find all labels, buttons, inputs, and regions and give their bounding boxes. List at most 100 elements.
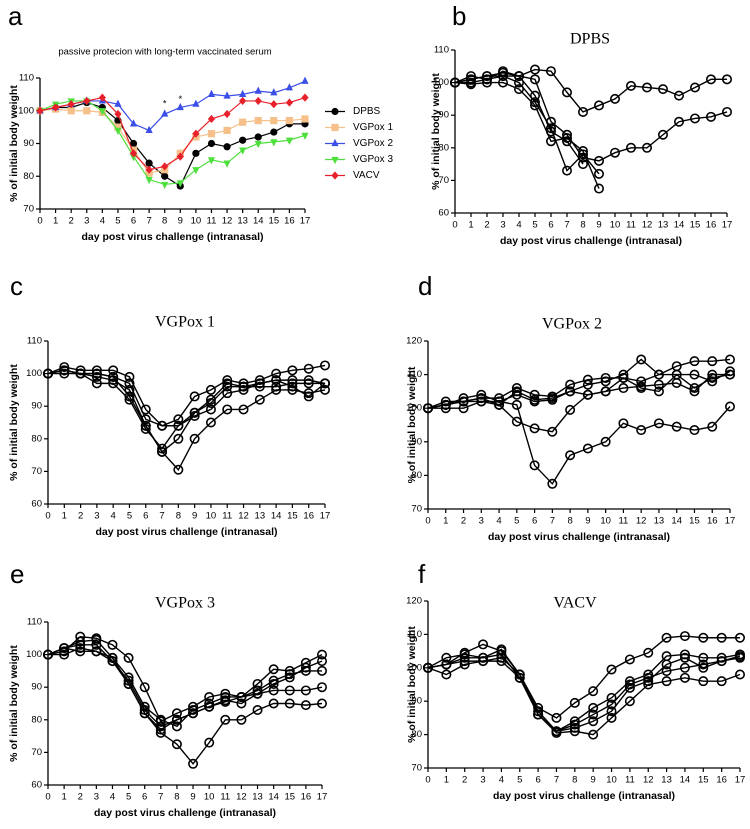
marker <box>223 91 231 99</box>
marker <box>624 696 635 707</box>
x-tick-label: 3 <box>84 216 89 227</box>
marker <box>91 639 102 650</box>
marker <box>300 662 311 673</box>
x-tick-label: 2 <box>69 216 74 227</box>
marker <box>36 106 44 115</box>
marker <box>476 396 487 407</box>
marker <box>254 394 265 405</box>
marker <box>271 384 282 395</box>
marker <box>698 659 709 670</box>
marker <box>204 701 215 712</box>
y-tick-label: 120 <box>406 596 422 607</box>
x-tick-label: 12 <box>636 516 647 527</box>
series-line <box>454 72 584 165</box>
x-tick-label: 11 <box>625 775 635 786</box>
marker <box>600 372 611 383</box>
marker <box>155 714 166 725</box>
marker <box>42 649 53 660</box>
marker <box>173 414 184 425</box>
x-tick-label: 1 <box>62 511 67 522</box>
marker <box>705 111 716 122</box>
x-tick-label: 8 <box>567 516 572 527</box>
marker <box>316 665 327 676</box>
x-tick-label: 16 <box>706 220 717 231</box>
marker <box>679 672 690 683</box>
marker <box>124 378 135 389</box>
marker <box>600 376 611 387</box>
marker <box>222 388 233 399</box>
series-line <box>427 635 740 719</box>
x-tick-label: 3 <box>500 220 505 231</box>
series-line <box>427 373 731 433</box>
marker <box>145 159 153 167</box>
marker <box>653 369 664 380</box>
marker <box>287 378 298 389</box>
x-tick-label: 8 <box>174 792 179 803</box>
marker <box>222 381 233 392</box>
series-line <box>47 369 326 450</box>
marker <box>671 369 682 380</box>
marker <box>124 384 135 395</box>
x-tick-label: 3 <box>94 792 99 803</box>
marker <box>707 421 718 432</box>
marker <box>422 403 433 414</box>
legend-label: DPBS <box>353 106 381 117</box>
marker <box>582 443 593 454</box>
marker <box>236 691 247 702</box>
x-tick-label: 14 <box>671 516 682 527</box>
x-tick-label: 10 <box>606 775 617 786</box>
marker <box>588 716 599 727</box>
y-tick-label: 100 <box>406 403 422 414</box>
marker <box>661 632 672 643</box>
marker <box>114 127 122 135</box>
x-tick-label: 16 <box>707 516 718 527</box>
marker <box>618 383 629 394</box>
marker <box>254 86 262 94</box>
marker <box>300 685 311 696</box>
marker <box>441 669 452 680</box>
marker <box>192 149 200 157</box>
marker <box>75 636 86 647</box>
marker <box>705 74 716 85</box>
x-tick-label: 1 <box>444 775 449 786</box>
panel: a passive protecion with long-term vaccin… <box>8 1 394 243</box>
marker <box>155 724 166 735</box>
marker <box>205 404 216 415</box>
x-tick-label: 9 <box>596 220 601 231</box>
marker <box>59 646 70 657</box>
marker <box>83 107 91 115</box>
x-tick-label: 15 <box>698 775 709 786</box>
y-tick-label: 60 <box>438 208 449 219</box>
x-tick-label: 15 <box>689 516 700 527</box>
panel-title: passive protecion with long-term vaccina… <box>58 47 271 58</box>
x-tick-label: 3 <box>94 511 99 522</box>
y-tick-label: 100 <box>18 105 34 116</box>
y-tick-label: 90 <box>31 401 42 412</box>
x-tick-label: 17 <box>735 775 746 786</box>
legend-label: VGPox 1 <box>353 122 393 133</box>
marker <box>476 393 487 404</box>
x-tick-label: 2 <box>461 516 466 527</box>
marker <box>698 676 709 687</box>
x-tick-label: 7 <box>564 220 569 231</box>
x-tick-label: 14 <box>680 775 691 786</box>
marker <box>533 709 544 720</box>
marker <box>205 397 216 408</box>
marker <box>582 379 593 390</box>
marker <box>129 149 138 158</box>
x-axis-label: day post virus challenge (intranasal) <box>81 231 263 243</box>
x-tick-label: 13 <box>237 216 248 227</box>
marker <box>459 656 470 667</box>
marker <box>223 126 231 134</box>
marker <box>207 89 216 97</box>
marker <box>494 393 505 404</box>
marker <box>440 396 451 407</box>
x-tick-label: 5 <box>126 792 131 803</box>
marker <box>561 165 572 176</box>
panel-letter: b <box>452 1 466 31</box>
marker <box>643 669 654 680</box>
y-tick-label: 70 <box>31 747 42 758</box>
